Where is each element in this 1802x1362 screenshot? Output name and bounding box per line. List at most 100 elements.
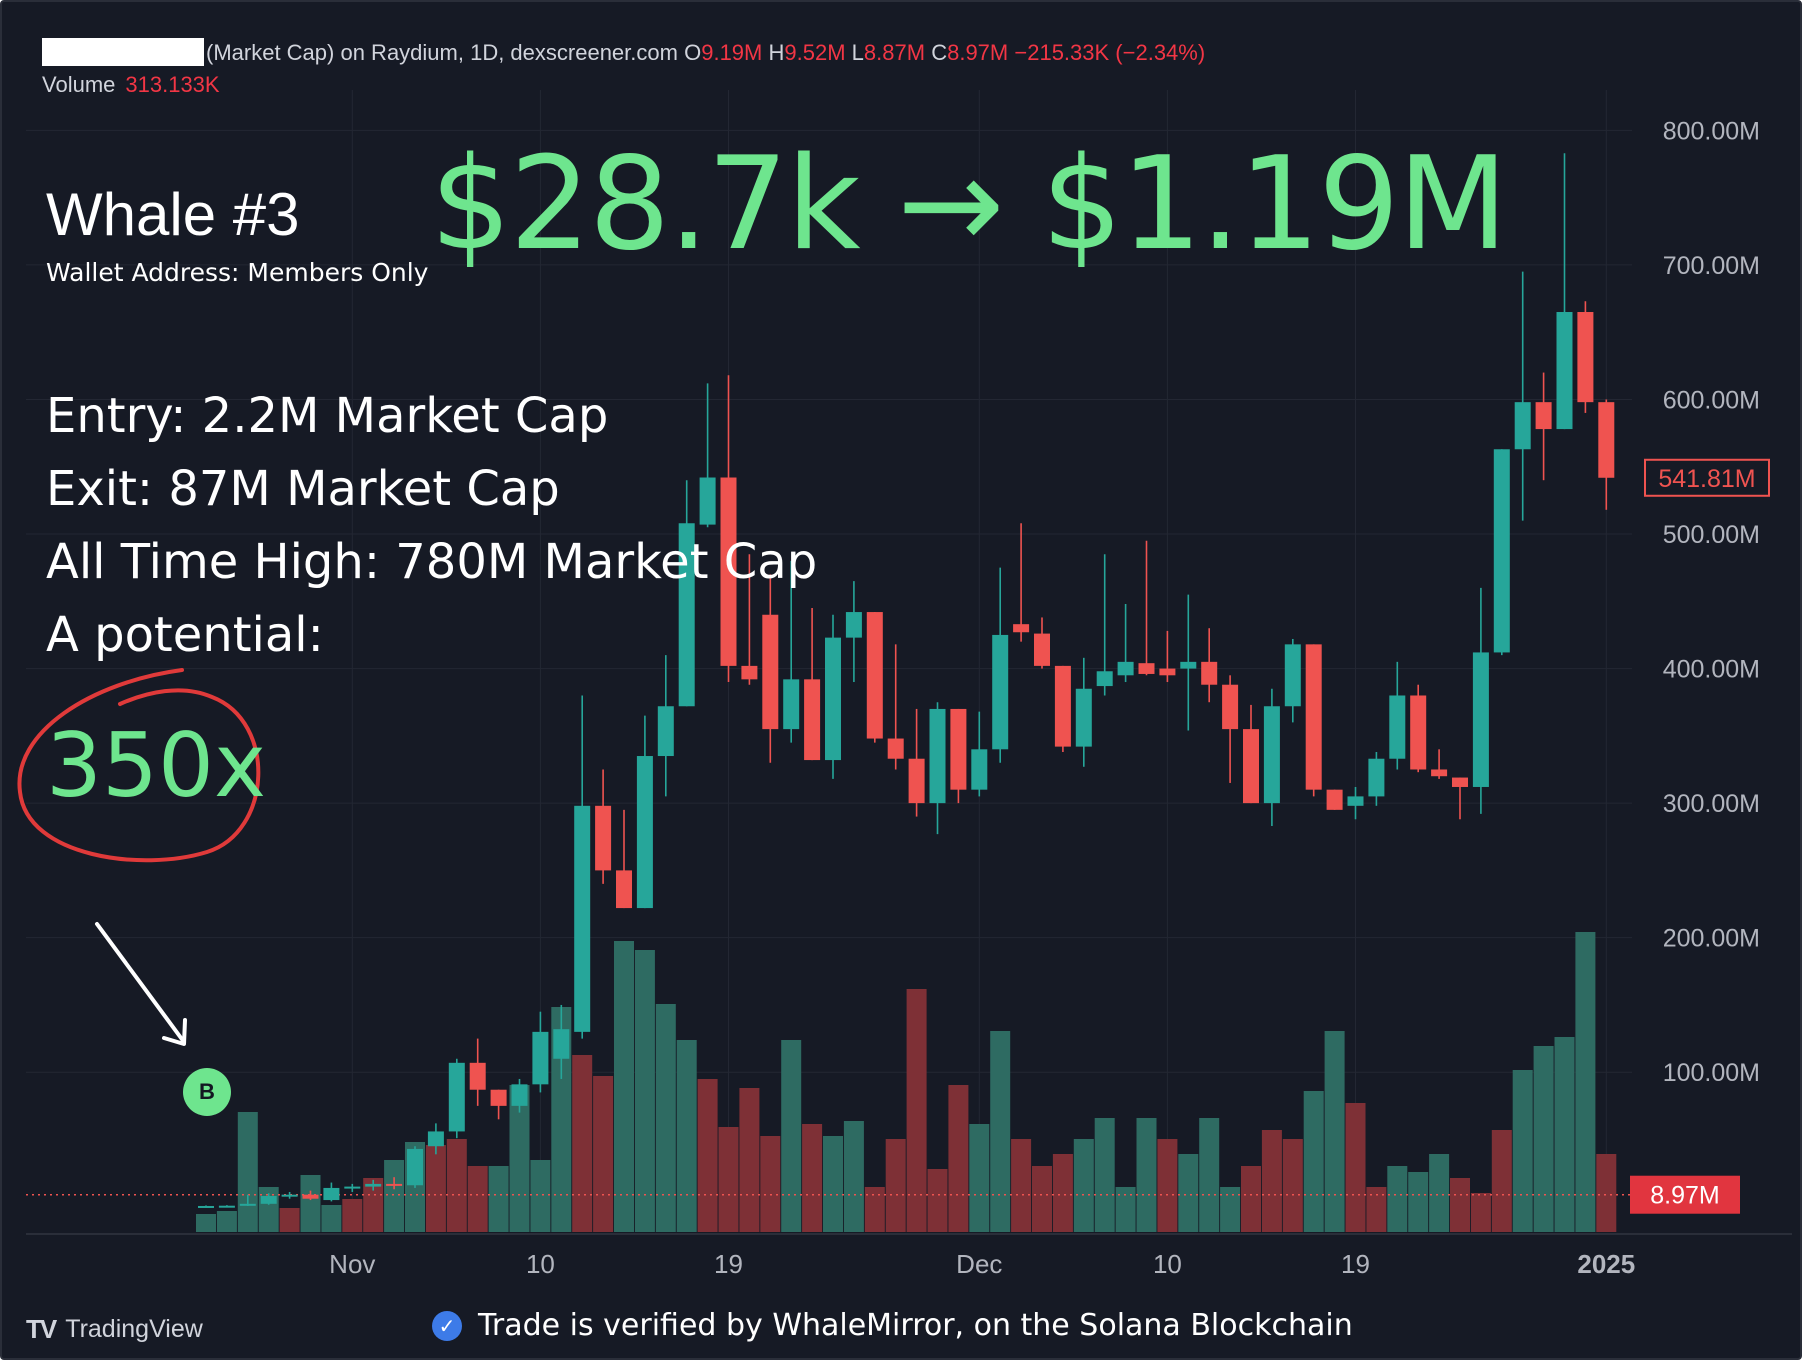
volume-bar [697,1079,718,1232]
candle-body [407,1148,423,1186]
volume-bar [1178,1154,1199,1232]
volume-bar [739,1088,760,1232]
candle-body [741,665,758,680]
volume-bar [1596,1154,1617,1232]
volume-bar [1324,1031,1345,1232]
volume-bar [760,1136,781,1232]
volume-bar [1011,1139,1032,1232]
volume-bar [906,989,927,1232]
candle-body [1326,789,1343,810]
candle-body [1180,661,1197,669]
multiplier-text: 350x [46,714,267,817]
masked-symbol [42,38,204,66]
candle-body [1054,665,1071,747]
volume-bar [1408,1172,1429,1232]
volume-bar [1261,1130,1282,1232]
volume-bar [864,1187,885,1232]
candle-body [1222,684,1239,730]
candle-body [1201,661,1218,685]
candle-body [678,523,695,707]
candle-body [511,1084,528,1106]
candle-body [490,1089,507,1106]
candle-body [595,805,612,871]
highlight-circle [17,668,261,863]
y-tick-label: 300.00M [1663,790,1760,818]
y-tick-label: 400.00M [1663,656,1760,684]
verification-note: ✓ Trade is verified by WhaleMirror, on t… [432,1308,1353,1343]
x-tick-label: Nov [329,1249,375,1279]
candle-body [448,1062,465,1132]
candle-body [657,706,674,757]
close-value: 8.97M [947,40,1009,65]
candle-body [323,1187,340,1201]
candle-body [804,679,821,761]
volume-bar [321,1205,342,1232]
potential-label: A potential: [46,607,324,663]
tradingview-label: TradingView [65,1315,203,1343]
ath-stat: All Time High: 780M Market Cap [46,534,818,590]
entry-stat: Entry: 2.2M Market Cap [46,388,609,444]
candle-body [950,708,967,790]
volume-bar [634,950,655,1232]
candle-body [887,738,904,759]
candle-body [1263,706,1280,804]
candle-body [198,1205,214,1208]
volume-bar [593,1076,614,1232]
candle-body [1389,695,1406,759]
volume-bar [1073,1139,1094,1232]
whale-title: Whale #3 [46,181,300,248]
volume-bar [1032,1166,1052,1232]
close-label: C [931,40,948,65]
wallet-address: Wallet Address: Members Only [46,258,429,287]
volume-bar [843,1121,864,1232]
candle-body [553,1029,570,1059]
x-tick-label: 19 [1341,1249,1370,1279]
candle-body [720,477,737,666]
candle-body [1577,312,1594,403]
volume-bar [363,1178,384,1232]
candle-body [469,1062,486,1090]
candle-body [616,870,632,909]
tradingview-brand[interactable]: TV TradingView [26,1314,203,1345]
low-label: L [851,40,864,65]
candle-body [929,708,946,804]
candle-body [532,1031,549,1085]
volume-bar [467,1166,488,1232]
volume-bar [1220,1187,1241,1232]
volume-bar [1575,932,1596,1232]
volume-bar [927,1169,948,1232]
volume-bar [1387,1166,1408,1232]
buy-marker[interactable]: B [183,1068,231,1116]
candle-body [1431,769,1448,777]
volume-bar [237,1112,258,1232]
x-tick-label: 19 [714,1249,743,1279]
volume-bar [1115,1187,1136,1232]
y-tick-label: 500.00M [1663,521,1760,549]
volume-bar [551,1007,572,1232]
x-tick-label: 2025 [1577,1249,1635,1279]
x-tick-label: Dec [956,1249,1002,1279]
y-tick-label: 200.00M [1663,925,1760,953]
volume-bar [488,1166,509,1232]
candle-body [845,612,862,638]
low-value: 8.87M [863,40,926,65]
volume-bar [1136,1118,1157,1232]
open-value: 9.19M [701,40,763,65]
open-label: O [684,40,702,65]
candle-body [866,612,883,739]
arrow-shaft [95,922,186,1044]
trade-stats: Entry: 2.2M Market Cap Exit: 87M Market … [46,380,817,672]
volume-bar [948,1085,969,1232]
volume-bar [446,1139,467,1232]
candle-body [825,637,841,761]
y-tick-label: 100.00M [1663,1059,1760,1087]
candle-body [427,1131,444,1147]
header-title: (Market Cap) on Raydium, 1D, dexscreener… [206,40,678,65]
volume-bar [823,1136,843,1232]
price-label-box [1630,1175,1740,1214]
volume-bar [300,1175,321,1232]
volume-bar [1303,1091,1324,1232]
arrow-head [162,1018,187,1046]
